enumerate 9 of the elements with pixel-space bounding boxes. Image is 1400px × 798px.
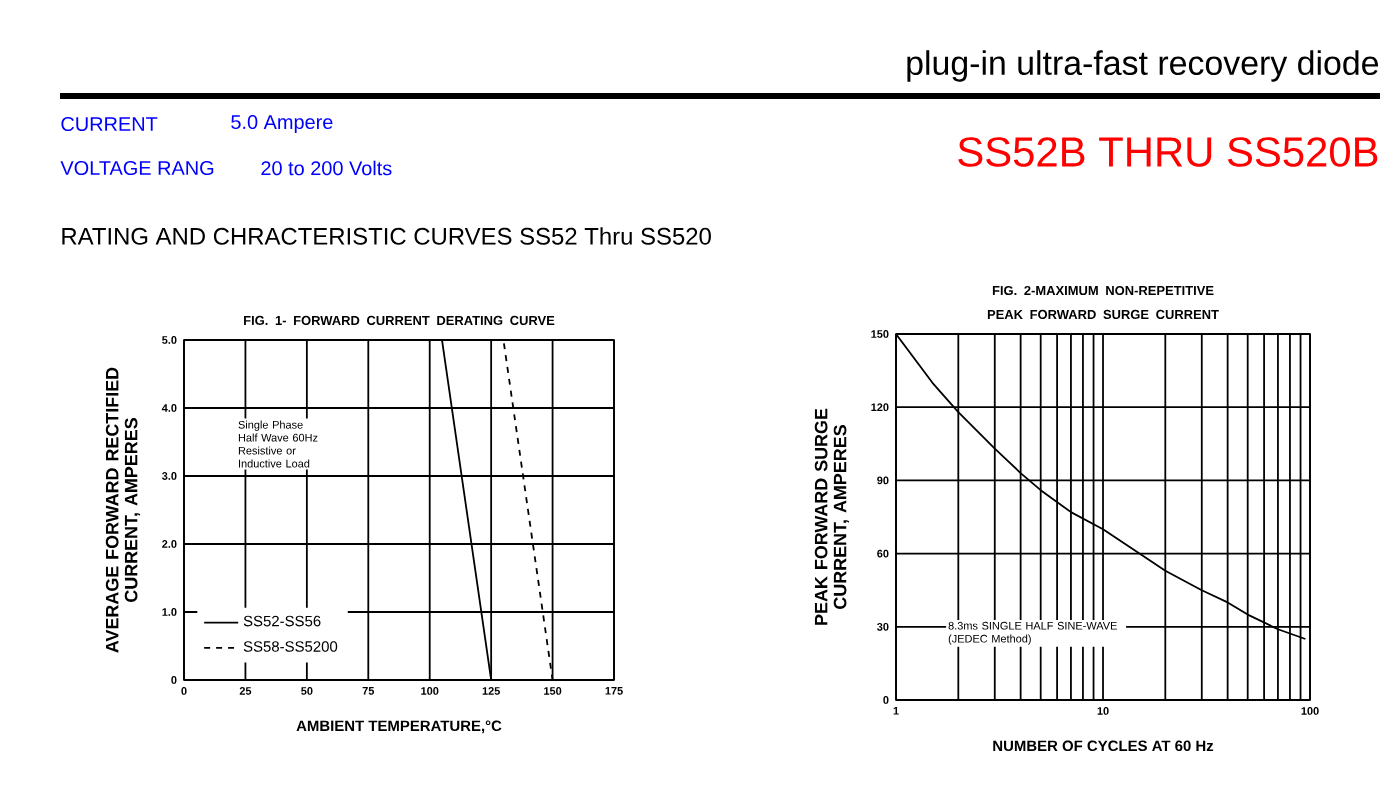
y-axis-title: PEAK FORWARD SURGE CURRENT, AMPERES [814, 408, 850, 625]
text: plug-in ultra-fast recovery diode [907, 50, 1379, 82]
text: SS52B THRU SS520B [958, 137, 1378, 167]
text: VOLTAGE RANG [60, 160, 214, 176]
text: 5.0 Ampere [231, 114, 333, 134]
text: CURRENT [61, 116, 158, 132]
text: RATING AND CHRACTERISTIC CURVES SS52 Thru SS520 [62, 227, 711, 245]
y-axis-title: AVERAGE FORWARD RECTIFIED CURRENT, AMPERES [105, 367, 141, 653]
text: 20 to 200 Volts [261, 160, 392, 176]
